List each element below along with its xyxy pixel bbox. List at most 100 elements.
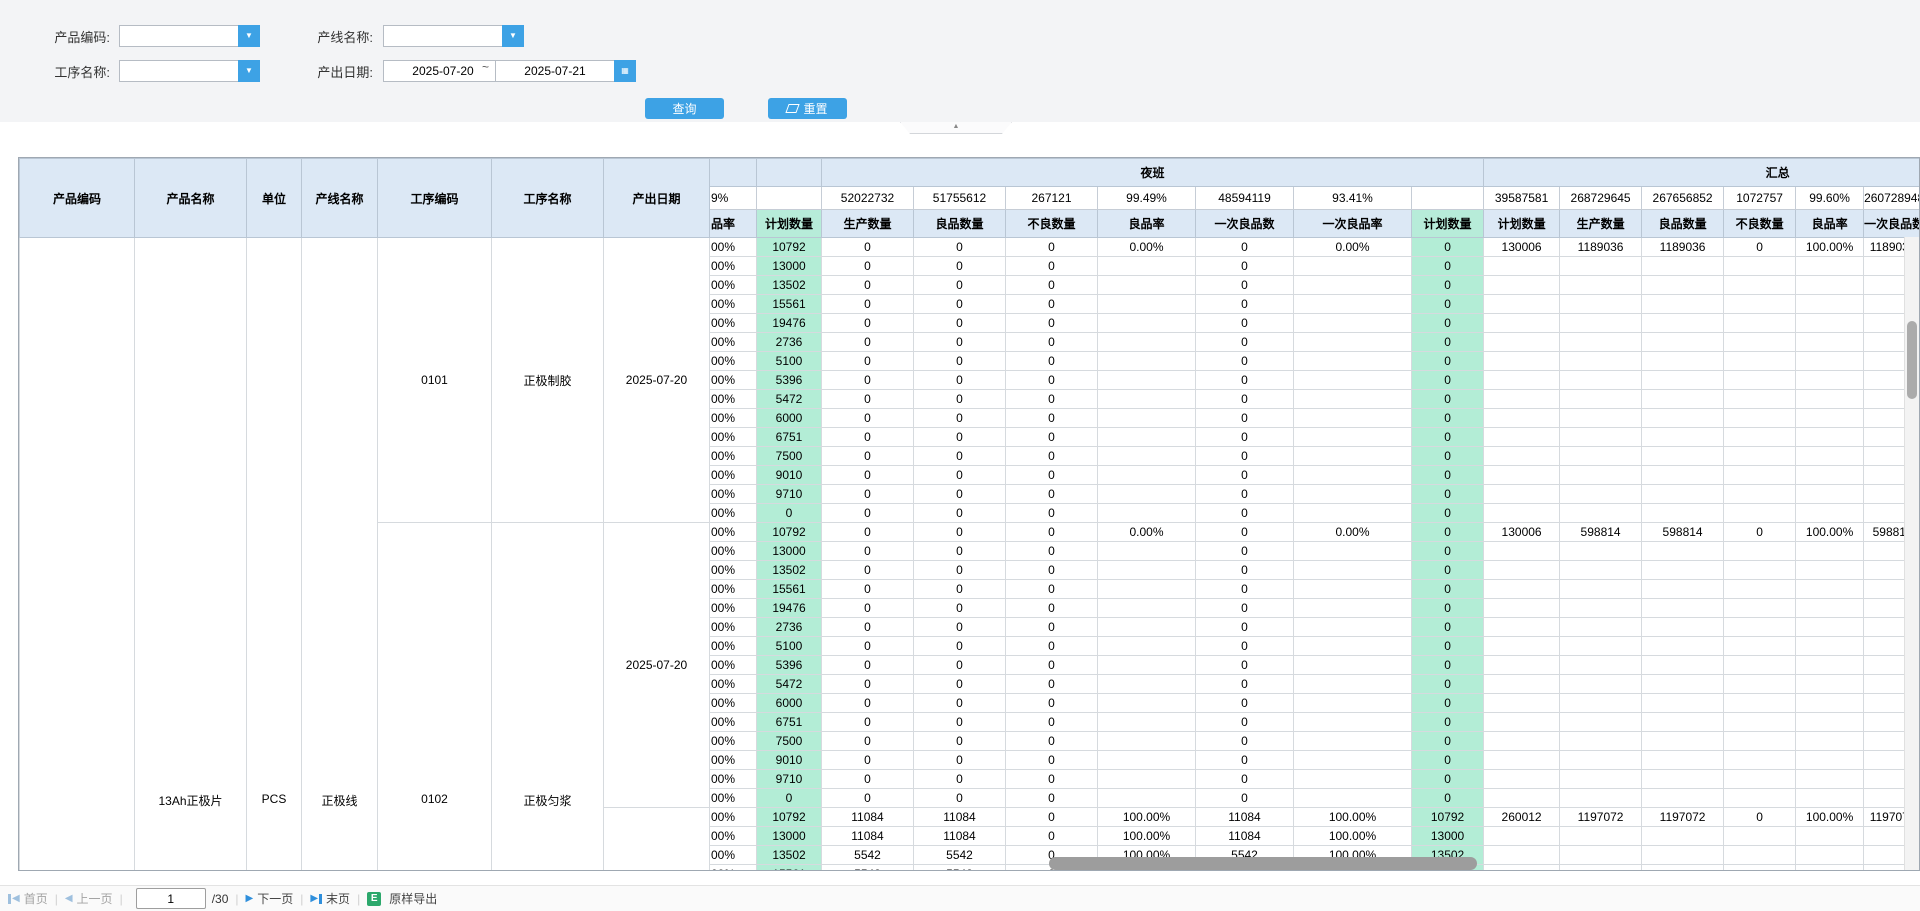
- data-cell: 5542: [822, 865, 914, 872]
- data-cell: [1484, 314, 1560, 333]
- data-cell: 0: [1196, 238, 1294, 257]
- export-button[interactable]: E 原样导出: [367, 890, 437, 907]
- data-cell: 0: [1412, 770, 1484, 789]
- data-cell: 00%: [710, 827, 757, 846]
- summary-cell: [1412, 187, 1484, 210]
- data-cell: 0: [822, 466, 914, 485]
- data-cell: [1724, 257, 1796, 276]
- product-code-input[interactable]: [119, 25, 238, 47]
- data-cell: [1724, 675, 1796, 694]
- output-date-label: 产出日期:: [293, 62, 373, 84]
- data-cell: [1484, 466, 1560, 485]
- data-cell: [1796, 751, 1864, 770]
- data-cell: 0: [1412, 257, 1484, 276]
- collapse-panel-handle[interactable]: ▲: [900, 122, 1012, 134]
- data-cell: [1796, 352, 1864, 371]
- data-cell: [1484, 846, 1560, 865]
- query-button[interactable]: 查询: [645, 98, 724, 119]
- data-cell: 0: [1006, 675, 1098, 694]
- data-cell: 0: [914, 523, 1006, 542]
- data-cell: [1294, 276, 1412, 295]
- data-cell: 0: [1006, 428, 1098, 447]
- data-cell: 0: [822, 770, 914, 789]
- summary-cell: 267656852: [1642, 187, 1724, 210]
- column-header: 产线名称: [302, 159, 378, 238]
- data-cell: 0: [914, 542, 1006, 561]
- next-page-button[interactable]: ▶ 下一页: [246, 890, 294, 907]
- page-number-input[interactable]: [136, 888, 206, 909]
- data-cell: 0: [1196, 713, 1294, 732]
- production-report-table-wrap: 产品编码产品名称单位产线名称工序编码工序名称产出日期夜班汇总9%52022732…: [18, 157, 1920, 871]
- data-cell: [1294, 599, 1412, 618]
- data-cell: 598814: [1642, 523, 1724, 542]
- data-cell: 0: [1412, 751, 1484, 770]
- data-cell: [1796, 827, 1864, 846]
- production-report-table: 产品编码产品名称单位产线名称工序编码工序名称产出日期夜班汇总9%52022732…: [19, 158, 1920, 871]
- data-cell: [1560, 599, 1642, 618]
- data-cell: 11084: [822, 827, 914, 846]
- data-cell: 0: [1006, 770, 1098, 789]
- data-cell: [1098, 352, 1196, 371]
- data-cell: [1294, 751, 1412, 770]
- process-name-label: 工序名称:: [30, 62, 110, 84]
- data-cell: 5396: [757, 656, 822, 675]
- data-cell: [1796, 542, 1864, 561]
- data-cell: 0: [1196, 732, 1294, 751]
- data-cell: 10792: [1412, 808, 1484, 827]
- data-cell: [1484, 751, 1560, 770]
- vertical-scrollbar-thumb[interactable]: [1907, 321, 1917, 399]
- last-page-button[interactable]: ▶ 末页: [310, 890, 350, 907]
- process-name-dropdown-button[interactable]: ▼: [238, 60, 260, 82]
- data-cell: [1796, 618, 1864, 637]
- data-cell: 0: [822, 580, 914, 599]
- product-code-dropdown-button[interactable]: ▼: [238, 25, 260, 47]
- data-cell: 5396: [757, 371, 822, 390]
- data-cell: [1098, 504, 1196, 523]
- data-cell: [1796, 846, 1864, 865]
- data-cell: [1560, 390, 1642, 409]
- calendar-icon[interactable]: ▦: [614, 60, 636, 82]
- data-cell: 0.00%: [1294, 238, 1412, 257]
- data-cell: 0: [914, 713, 1006, 732]
- data-cell: 100.00%: [1796, 523, 1864, 542]
- data-cell: 6000: [757, 409, 822, 428]
- line-name-input[interactable]: [383, 25, 502, 47]
- data-cell: [1796, 675, 1864, 694]
- data-cell: [1724, 295, 1796, 314]
- data-cell: [1484, 732, 1560, 751]
- line-name-dropdown-button[interactable]: ▼: [502, 25, 524, 47]
- data-cell: [1796, 789, 1864, 808]
- process-name-combo: ▼: [119, 60, 260, 82]
- data-cell: 0: [1412, 466, 1484, 485]
- prev-page-button[interactable]: ◀ 上一页: [65, 890, 113, 907]
- data-cell: [1642, 637, 1724, 656]
- data-cell: 1189036: [1642, 238, 1724, 257]
- date-to-input[interactable]: [495, 60, 614, 82]
- data-cell: 7500: [757, 447, 822, 466]
- data-cell: [1796, 656, 1864, 675]
- data-cell: [1098, 276, 1196, 295]
- data-cell: 0: [1412, 295, 1484, 314]
- data-cell: 0: [1196, 314, 1294, 333]
- data-cell: [1294, 295, 1412, 314]
- data-cell: [1560, 333, 1642, 352]
- data-cell: [1098, 561, 1196, 580]
- process-name-input[interactable]: [119, 60, 238, 82]
- data-cell: 00%: [710, 466, 757, 485]
- data-cell: [1098, 542, 1196, 561]
- column-header: 不良数量: [1724, 210, 1796, 238]
- horizontal-scrollbar-thumb[interactable]: [1049, 857, 1477, 870]
- data-cell: [1560, 485, 1642, 504]
- data-cell: 0: [822, 257, 914, 276]
- vertical-scrollbar[interactable]: [1904, 237, 1919, 871]
- data-cell: [1560, 675, 1642, 694]
- data-cell: [1724, 770, 1796, 789]
- column-header: 计划数量: [1484, 210, 1560, 238]
- data-cell: 0: [822, 352, 914, 371]
- data-cell: [1642, 751, 1724, 770]
- reset-button[interactable]: 重置: [768, 98, 847, 119]
- data-cell: 0: [1196, 485, 1294, 504]
- data-cell: 0: [1196, 257, 1294, 276]
- data-cell: [1484, 580, 1560, 599]
- first-page-button[interactable]: ◀ 首页: [8, 890, 48, 907]
